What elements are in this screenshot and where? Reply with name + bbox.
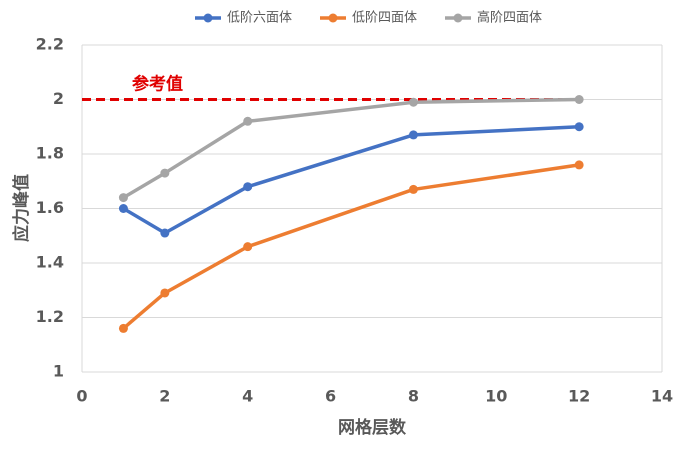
y-tick-label: 2 <box>53 89 64 108</box>
series-line <box>122 163 580 330</box>
x-tick-label: 4 <box>242 387 253 406</box>
data-point <box>118 323 128 333</box>
series-line <box>122 125 580 235</box>
reference-label: 参考值 <box>132 74 183 95</box>
data-point <box>408 97 418 107</box>
x-tick-label: 2 <box>159 387 170 406</box>
y-tick-label: 2.2 <box>36 35 64 54</box>
data-point <box>408 184 418 194</box>
legend-label: 高阶四面体 <box>477 10 542 26</box>
y-tick-label: 1.2 <box>36 307 64 326</box>
x-axis-label: 网格层数 <box>338 417 407 438</box>
data-point <box>408 130 418 140</box>
x-tick-label: 6 <box>325 387 336 406</box>
y-tick-label: 1 <box>53 362 64 381</box>
x-tick-label: 10 <box>485 387 507 406</box>
data-point <box>574 160 584 170</box>
legend-marker <box>328 13 338 23</box>
series-line <box>122 97 580 200</box>
data-point <box>118 204 128 213</box>
y-tick-label: 1.4 <box>36 253 64 272</box>
y-tick-label: 1.8 <box>36 144 64 163</box>
x-tick-label: 8 <box>408 387 419 406</box>
data-point <box>118 193 128 203</box>
data-point <box>160 168 170 178</box>
y-tick-label: 1.6 <box>36 198 64 217</box>
data-point <box>160 228 170 238</box>
x-tick-label: 12 <box>568 387 590 406</box>
data-point <box>243 242 253 252</box>
data-point <box>574 95 584 104</box>
legend-label: 低阶六面体 <box>227 11 292 26</box>
x-tick-label: 0 <box>76 387 87 406</box>
y-axis-label: 应力峰值 <box>11 174 32 242</box>
x-tick-label: 14 <box>651 387 673 406</box>
legend-marker <box>203 13 213 23</box>
data-point <box>243 116 253 126</box>
data-point <box>243 182 253 192</box>
legend-marker <box>453 13 463 23</box>
legend-label: 低阶四面体 <box>352 11 417 26</box>
data-point <box>160 288 170 298</box>
data-point <box>574 122 584 132</box>
